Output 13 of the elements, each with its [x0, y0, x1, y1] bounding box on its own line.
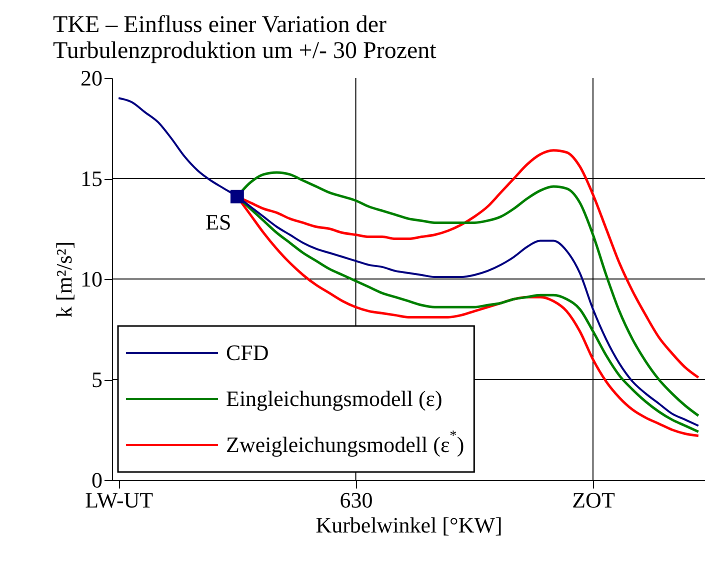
legend-label: CFD	[226, 340, 269, 365]
y-tick-label: 20	[80, 66, 102, 90]
legend-label: Eingleichungsmodell (ε)	[226, 386, 442, 411]
y-tick-label: 5	[92, 367, 102, 392]
y-tick-label: 15	[80, 166, 102, 191]
x-tick-label: 630	[340, 488, 373, 512]
annotation: ES	[206, 210, 232, 235]
y-tick-label: 10	[80, 266, 102, 292]
chart-title: TKE – Einfluss einer Variation der Turbulenzproduktion um +/- 30 Prozent	[53, 12, 437, 64]
legend-label: Zweigleichungsmodell (ε*)	[226, 428, 464, 457]
x-axis-title: Kurbelwinkel [°KW]	[316, 512, 502, 538]
x-tick-label: ZOT	[572, 488, 616, 512]
y-axis-title: k [m²/s²]	[52, 241, 76, 318]
